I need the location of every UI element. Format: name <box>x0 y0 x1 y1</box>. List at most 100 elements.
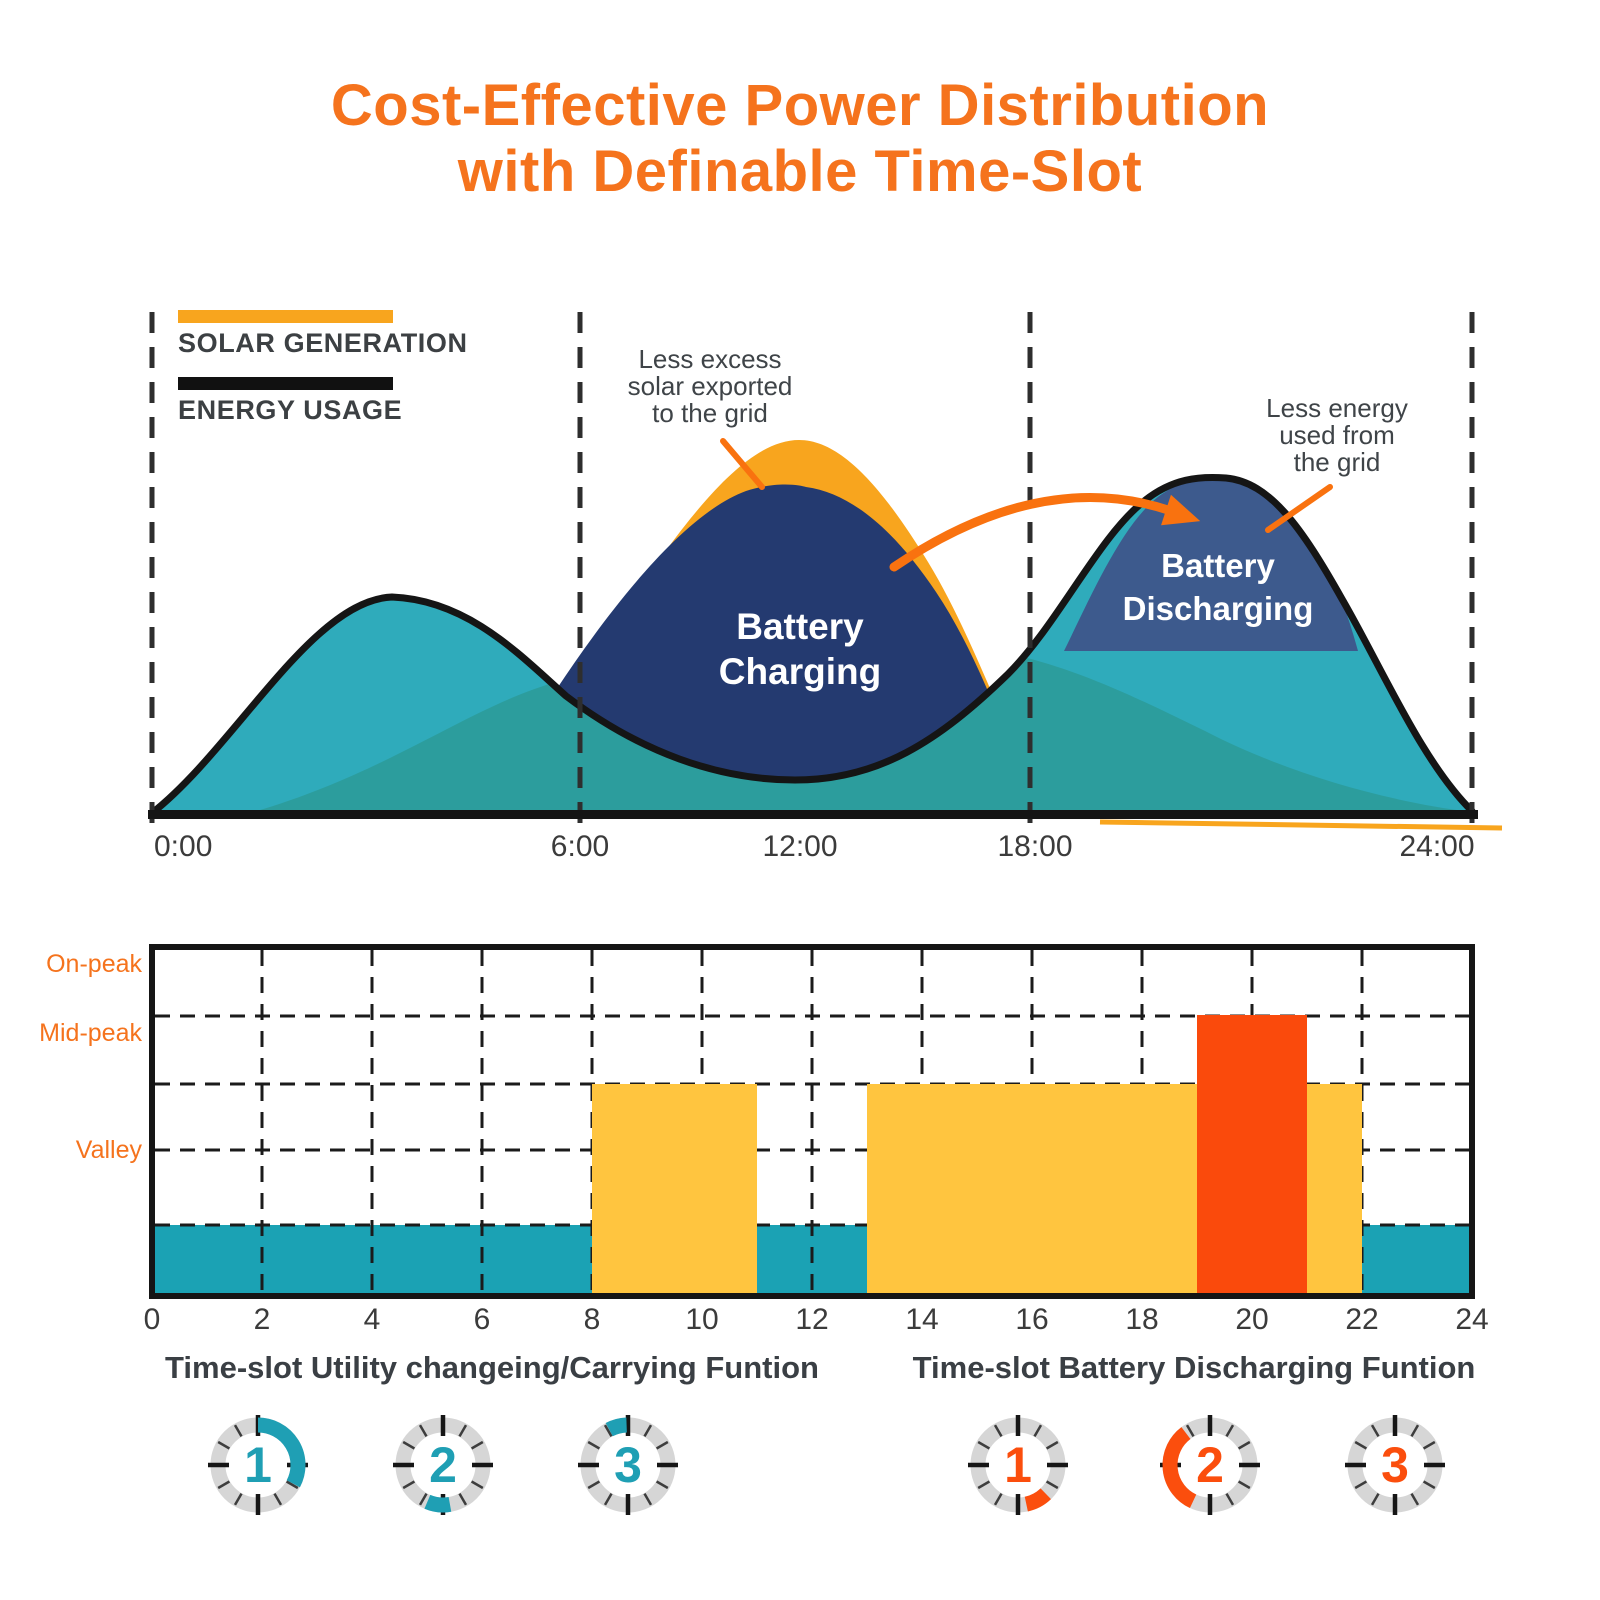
clock-tick <box>977 1480 991 1490</box>
clock-tick <box>233 1492 243 1506</box>
x-axis-line <box>148 810 1478 819</box>
legend-swatch-solar <box>178 310 393 323</box>
clock-tick <box>458 1492 468 1506</box>
caption-utility-timeslot: Time-slot Utility changeing/Carrying Fun… <box>165 1350 819 1385</box>
legend-swatch-usage <box>178 377 393 390</box>
clock-tick <box>470 1440 484 1450</box>
clock-tick <box>655 1440 669 1450</box>
top-x-label-0: 0:00 <box>154 830 213 863</box>
annotation-line: the grid <box>1293 447 1381 477</box>
x-tick-label: 10 <box>685 1303 719 1336</box>
top-x-label-18: 18:00 <box>997 830 1073 863</box>
clock-tick <box>1225 1492 1235 1506</box>
x-tick-label: 4 <box>363 1303 381 1336</box>
clock-number: 1 <box>244 1437 272 1493</box>
clock-tick <box>587 1480 601 1490</box>
tariff-bar-yellow <box>1307 1084 1362 1293</box>
x-tick-label: 16 <box>1015 1303 1049 1336</box>
transfer-arrow <box>889 493 1173 572</box>
clock-tick <box>470 1480 484 1490</box>
clock-tick <box>418 1424 428 1438</box>
clock-tick <box>418 1492 428 1506</box>
solar-tail-line <box>1099 819 1503 831</box>
clock-tick <box>458 1424 468 1438</box>
bottom-chart-border <box>149 944 1475 1299</box>
clock-tick <box>273 1492 283 1506</box>
x-tick-label: 8 <box>583 1303 601 1336</box>
clock: 2 <box>1160 1415 1260 1515</box>
page-title-line2: with Definable Time-Slot <box>457 139 1143 204</box>
clock-number: 1 <box>1004 1437 1032 1493</box>
annotation-less-energy-grid: Less energy used from the grid <box>1266 395 1408 476</box>
level-label-mid-peak: Mid-peak <box>39 1019 142 1047</box>
clock-tick <box>603 1424 613 1438</box>
bottom-chart <box>149 944 1475 1299</box>
annotation-line: Less energy <box>1266 393 1408 423</box>
x-tick-label: 6 <box>473 1303 491 1336</box>
clock-tick <box>1422 1440 1436 1450</box>
x-tick-label: 22 <box>1345 1303 1379 1336</box>
battery-discharging-line: Battery <box>1161 547 1275 584</box>
battery-charging-line: Battery <box>736 606 864 647</box>
annotation-pointer-solar <box>720 438 765 490</box>
top-x-label-12: 12:00 <box>762 830 838 863</box>
x-tick-label: 0 <box>143 1303 161 1336</box>
battery-charging-line: Charging <box>718 651 882 692</box>
clock-tick <box>977 1440 991 1450</box>
legend-label-solar: SOLAR GENERATION <box>178 328 468 358</box>
caption-discharge-timeslot: Time-slot Battery Discharging Funtion <box>912 1350 1476 1385</box>
clock-tick <box>603 1492 613 1506</box>
tariff-bar-teal <box>1362 1225 1472 1293</box>
clock: 2 <box>393 1415 493 1515</box>
clock-tick <box>1410 1424 1420 1438</box>
clock: 1 <box>208 1415 308 1515</box>
clock-tick <box>1225 1424 1235 1438</box>
clock-tick <box>655 1480 669 1490</box>
clock-arc <box>1162 1427 1197 1509</box>
battery-discharging-label: Battery Discharging <box>1123 544 1314 630</box>
usage-line <box>148 473 1476 817</box>
clock-tick <box>1422 1480 1436 1490</box>
clock-tick <box>993 1492 1003 1506</box>
x-tick-label: 12 <box>795 1303 829 1336</box>
x-tick-label: 20 <box>1235 1303 1269 1336</box>
page-title-line1: Cost-Effective Power Distribution <box>330 73 1270 138</box>
clock: 3 <box>1345 1415 1445 1515</box>
clock-arc <box>257 1417 306 1488</box>
clock-tick <box>1237 1440 1251 1450</box>
clock-number: 3 <box>614 1437 642 1493</box>
annotation-line: used from <box>1279 420 1395 450</box>
clock-arc <box>424 1494 452 1513</box>
annotation-line: Less excess <box>638 344 782 374</box>
clock-tick <box>993 1424 1003 1438</box>
x-tick-label: 14 <box>905 1303 939 1336</box>
clock-tick <box>643 1424 653 1438</box>
discharge-timeslot-clocks: 1 2 3 <box>968 1415 1445 1515</box>
clock-number: 2 <box>1196 1437 1224 1493</box>
annotation-pointer-grid <box>1265 484 1333 533</box>
annotation-line: to the grid <box>652 398 768 428</box>
clock-tick <box>1237 1480 1251 1490</box>
top-chart <box>148 312 1503 831</box>
clock: 3 <box>578 1415 678 1515</box>
clock-tick <box>285 1480 299 1490</box>
clock-tick <box>1045 1440 1059 1450</box>
x-tick-label: 24 <box>1455 1303 1489 1336</box>
clock-tick <box>217 1480 231 1490</box>
clock-tick <box>1185 1424 1195 1438</box>
battery-discharging-line: Discharging <box>1122 590 1314 627</box>
level-label-on-peak: On-peak <box>46 950 142 978</box>
battery-charging-area <box>556 484 1004 781</box>
clock-number: 3 <box>1381 1437 1409 1493</box>
clock-tick <box>587 1440 601 1450</box>
x-tick-label: 2 <box>253 1303 271 1336</box>
clock-tick <box>1370 1424 1380 1438</box>
clock-tick <box>402 1440 416 1450</box>
x-tick-label: 18 <box>1125 1303 1159 1336</box>
clock-tick <box>1410 1492 1420 1506</box>
clock-tick <box>1370 1492 1380 1506</box>
tariff-bar-red <box>1197 1015 1307 1293</box>
clock-tick <box>643 1492 653 1506</box>
clock-arc <box>1024 1488 1052 1512</box>
